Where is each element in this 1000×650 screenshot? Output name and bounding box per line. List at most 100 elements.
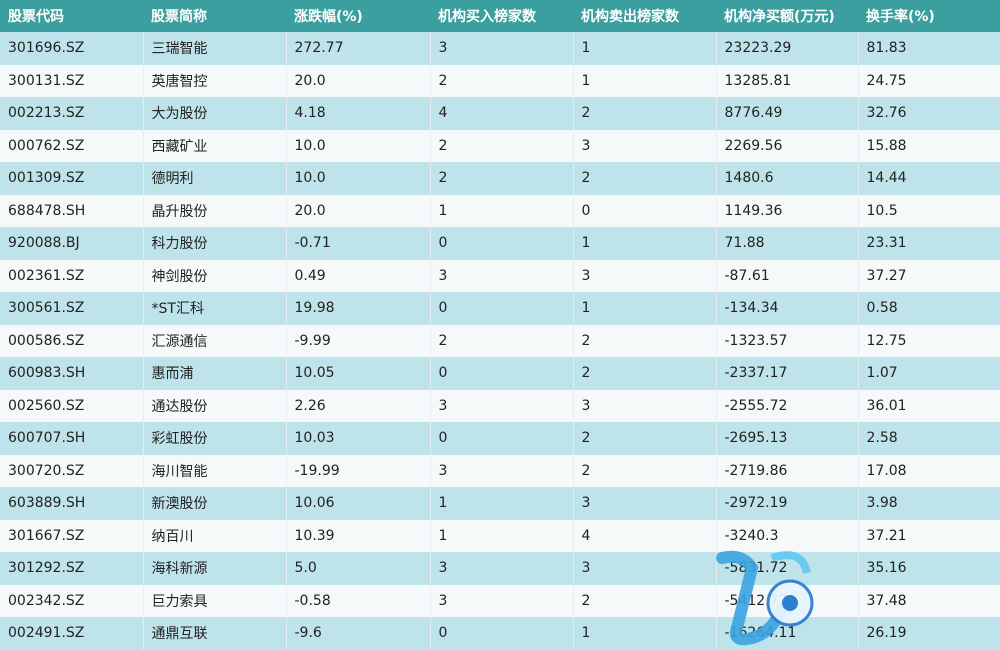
- table-cell: 32.76: [858, 97, 1000, 130]
- table-cell: 0: [430, 357, 574, 390]
- table-row[interactable]: 002361.SZ 神剑股份 0.49 3 3 -87.61 37.27: [0, 259, 1000, 292]
- table-cell: 2.58: [858, 422, 1000, 455]
- table-cell: 2: [430, 129, 574, 162]
- table-row[interactable]: 300131.SZ 英唐智控 20.0 2 1 13285.81 24.75: [0, 64, 1000, 97]
- table-cell: 4: [573, 519, 717, 552]
- table-cell: 3: [430, 389, 574, 422]
- column-header[interactable]: 股票简称: [143, 0, 286, 32]
- table-cell: 3: [430, 552, 574, 585]
- table-cell: 2: [573, 97, 717, 130]
- table-cell: 20.0: [286, 194, 431, 227]
- table-row[interactable]: 002491.SZ 通鼎互联 -9.6 0 1 -16264.11 26.19: [0, 617, 1000, 650]
- table-cell: 300720.SZ: [0, 454, 144, 487]
- table-cell: 3.98: [858, 487, 1000, 520]
- table-cell: -0.58: [286, 584, 431, 617]
- table-cell: 002213.SZ: [0, 97, 144, 130]
- table-cell: 新澳股份: [143, 487, 287, 520]
- table-cell: 3: [430, 32, 574, 65]
- header-row: 股票代码 股票简称 涨跌幅(%) 机构买入榜家数 机构卖出榜家数 机构净买额(万元) 换手率…: [0, 0, 1000, 32]
- table-cell: 36.01: [858, 389, 1000, 422]
- table-cell: 德明利: [143, 162, 287, 195]
- table-cell: 纳百川: [143, 519, 287, 552]
- table-cell: 3: [430, 259, 574, 292]
- table-cell: -16264.11: [716, 617, 859, 650]
- table-cell: 4.18: [286, 97, 431, 130]
- table-row[interactable]: 600707.SH 彩虹股份 10.03 0 2 -2695.13 2.58: [0, 422, 1000, 455]
- table-cell: 科力股份: [143, 227, 287, 260]
- table-row[interactable]: 603889.SH 新澳股份 10.06 1 3 -2972.19 3.98: [0, 487, 1000, 520]
- table-cell: -2719.86: [716, 454, 859, 487]
- table-cell: 19.98: [286, 292, 431, 325]
- table-cell: 000762.SZ: [0, 129, 144, 162]
- column-header[interactable]: 机构卖出榜家数: [573, 0, 716, 32]
- column-header[interactable]: 换手率(%): [858, 0, 1000, 32]
- table-cell: 0: [573, 194, 717, 227]
- table-cell: -2695.13: [716, 422, 859, 455]
- table-row[interactable]: 000762.SZ 西藏矿业 10.0 2 3 2269.56 15.88: [0, 129, 1000, 162]
- table-cell: 2: [430, 324, 574, 357]
- table-cell: 大为股份: [143, 97, 287, 130]
- table-cell: 2: [430, 162, 574, 195]
- table-cell: 3: [573, 259, 717, 292]
- table-cell: -9.99: [286, 324, 431, 357]
- table-row[interactable]: 002342.SZ 巨力索具 -0.58 3 2 -5412.77 37.48: [0, 584, 1000, 617]
- table-row[interactable]: 300720.SZ 海川智能 -19.99 3 2 -2719.86 17.08: [0, 454, 1000, 487]
- table-row[interactable]: 002213.SZ 大为股份 4.18 4 2 8776.49 32.76: [0, 97, 1000, 130]
- table-cell: 晶升股份: [143, 194, 287, 227]
- table-cell: 汇源通信: [143, 324, 287, 357]
- table-cell: *ST汇科: [143, 292, 287, 325]
- table-row[interactable]: 300561.SZ *ST汇科 19.98 0 1 -134.34 0.58: [0, 292, 1000, 325]
- table-cell: 10.5: [858, 194, 1000, 227]
- table-cell: 2: [430, 64, 574, 97]
- table-cell: -9.6: [286, 617, 431, 650]
- table-cell: -1323.57: [716, 324, 859, 357]
- table-cell: 海科新源: [143, 552, 287, 585]
- table-row[interactable]: 600983.SH 惠而浦 10.05 0 2 -2337.17 1.07: [0, 357, 1000, 390]
- table-cell: 10.06: [286, 487, 431, 520]
- table-cell: 20.0: [286, 64, 431, 97]
- table-cell: 0: [430, 422, 574, 455]
- table-cell: 920088.BJ: [0, 227, 144, 260]
- table-row[interactable]: 002560.SZ 通达股份 2.26 3 3 -2555.72 36.01: [0, 389, 1000, 422]
- table-cell: 14.44: [858, 162, 1000, 195]
- table-row[interactable]: 001309.SZ 德明利 10.0 2 2 1480.6 14.44: [0, 162, 1000, 195]
- table-cell: 23223.29: [716, 32, 859, 65]
- column-header[interactable]: 机构买入榜家数: [430, 0, 573, 32]
- column-header[interactable]: 涨跌幅(%): [286, 0, 430, 32]
- table-cell: -5412.77: [716, 584, 859, 617]
- table-row[interactable]: 301696.SZ 三瑞智能 272.77 3 1 23223.29 81.83: [0, 32, 1000, 65]
- table-cell: 3: [573, 487, 717, 520]
- table-cell: 0: [430, 617, 574, 650]
- table-cell: 24.75: [858, 64, 1000, 97]
- table-cell: 272.77: [286, 32, 431, 65]
- table-cell: 37.27: [858, 259, 1000, 292]
- table-cell: 300131.SZ: [0, 64, 144, 97]
- table-cell: 600983.SH: [0, 357, 144, 390]
- table-row[interactable]: 688478.SH 晶升股份 20.0 1 0 1149.36 10.5: [0, 194, 1000, 227]
- table-row[interactable]: 301292.SZ 海科新源 5.0 3 3 -5831.72 35.16: [0, 552, 1000, 585]
- table-cell: 1149.36: [716, 194, 859, 227]
- table-cell: 301292.SZ: [0, 552, 144, 585]
- table-cell: 巨力索具: [143, 584, 287, 617]
- table-cell: 3: [573, 552, 717, 585]
- column-header[interactable]: 股票代码: [0, 0, 143, 32]
- table-row[interactable]: 301667.SZ 纳百川 10.39 1 4 -3240.3 37.21: [0, 519, 1000, 552]
- table-cell: 000586.SZ: [0, 324, 144, 357]
- table-cell: 17.08: [858, 454, 1000, 487]
- table-cell: 15.88: [858, 129, 1000, 162]
- table-row[interactable]: 920088.BJ 科力股份 -0.71 0 1 71.88 23.31: [0, 227, 1000, 260]
- table-cell: 1.07: [858, 357, 1000, 390]
- table-cell: 688478.SH: [0, 194, 144, 227]
- table-cell: -2555.72: [716, 389, 859, 422]
- table-cell: 26.19: [858, 617, 1000, 650]
- table-cell: -5831.72: [716, 552, 859, 585]
- column-header[interactable]: 机构净买额(万元): [716, 0, 858, 32]
- table-row[interactable]: 000586.SZ 汇源通信 -9.99 2 2 -1323.57 12.75: [0, 324, 1000, 357]
- table-cell: 001309.SZ: [0, 162, 144, 195]
- table-cell: 英唐智控: [143, 64, 287, 97]
- table-cell: -87.61: [716, 259, 859, 292]
- table-cell: 通达股份: [143, 389, 287, 422]
- table-cell: -2337.17: [716, 357, 859, 390]
- table-cell: -3240.3: [716, 519, 859, 552]
- table-cell: 300561.SZ: [0, 292, 144, 325]
